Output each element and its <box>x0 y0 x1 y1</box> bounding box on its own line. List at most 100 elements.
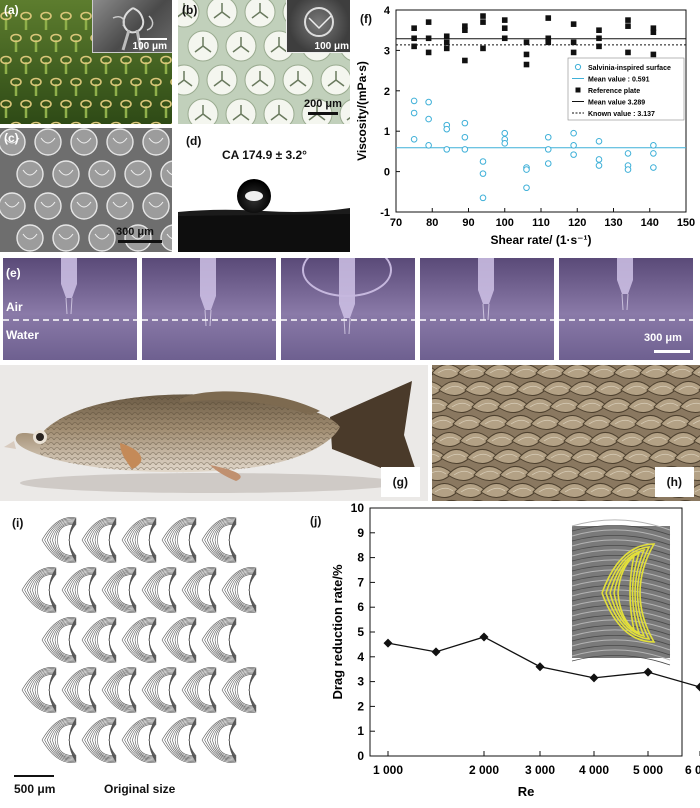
bionic-scale-unit <box>121 517 157 563</box>
sem-inset-image <box>571 519 671 666</box>
air-water-frames <box>3 258 693 360</box>
panel-a-salvinia-photo: (a) 100 μm <box>0 0 172 124</box>
drag-reduction-line-svg: 0 1 2 3 4 5 6 7 8 9 10 1 000 2 000 3 000 4 000 5 000 6 0… <box>330 501 700 799</box>
y-tick-label: 6 <box>357 600 364 614</box>
panel-i-scalebar <box>14 775 54 777</box>
sem-array-image <box>0 128 172 252</box>
x-tick-label: 90 <box>462 217 474 229</box>
y-tick-label: 0 <box>384 167 390 179</box>
y-axis-label: Viscosity/(mPa·s) <box>355 61 369 161</box>
panel-c-sem-array: (c) 300 μm <box>0 128 172 252</box>
reference-point <box>462 23 468 29</box>
panel-d-contact-angle: (d) CA 174.9 ± 3.2° <box>178 128 350 252</box>
x-tick-label: 2 000 <box>469 763 499 777</box>
reference-point <box>501 35 508 42</box>
y-axis-label: Drag reduction rate/% <box>330 564 345 700</box>
bionic-scale-unit <box>221 667 257 713</box>
legend-entry: Known value : 3.137 <box>588 111 655 118</box>
air-water-frame <box>281 258 415 360</box>
bionic-scale-unit <box>21 667 57 713</box>
reference-point <box>523 51 530 58</box>
legend-marker <box>574 63 582 71</box>
reference-point <box>462 57 468 64</box>
reference-point <box>411 43 417 50</box>
bionic-scale-unit <box>121 717 157 763</box>
reference-point <box>570 49 577 56</box>
salvinia-point <box>624 166 632 173</box>
panel-g-fish-photo: (g) <box>0 365 428 501</box>
panel-c-scalebar-line <box>118 240 162 243</box>
salvinia-point <box>650 164 657 171</box>
reference-point <box>411 35 417 42</box>
salvinia-point <box>501 129 509 137</box>
x-axis-label: Re <box>518 784 535 799</box>
salvinia-point <box>425 142 432 149</box>
x-tick-label: 80 <box>426 217 438 229</box>
data-point <box>479 632 489 642</box>
y-tick-label: 4 <box>357 650 364 664</box>
x-tick-label: 70 <box>390 217 402 229</box>
y-tick-label: 10 <box>351 501 365 515</box>
bionic-scale-unit <box>201 617 237 663</box>
y-tick-label: 1 <box>357 724 364 738</box>
panel-j-drag-reduction-chart: 0 1 2 3 4 5 6 7 8 9 10 1 000 2 000 3 000 4 000 5 000 6 0… <box>290 500 700 808</box>
x-tick-label: 4 000 <box>579 763 609 777</box>
y-tick-label: 1 <box>384 126 390 138</box>
x-tick-label: 3 000 <box>525 763 555 777</box>
bionic-scale-unit <box>201 717 237 763</box>
bionic-scale-unit <box>181 667 217 713</box>
bionic-scale-unit <box>41 617 77 663</box>
salvinia-point <box>410 97 418 105</box>
bionic-scale-unit <box>201 517 237 563</box>
bionic-scale-unit <box>61 667 97 713</box>
legend-entry: Mean value : 0.591 <box>588 77 650 84</box>
panel-b-inset-scale-text: 100 μm <box>314 41 349 52</box>
panel-b-scale-text: 200 μm <box>304 98 342 110</box>
bionic-scale-unit <box>161 617 197 663</box>
x-tick-label: 1 000 <box>373 763 403 777</box>
panel-b-sem-inset: 100 μm <box>286 0 350 53</box>
salvinia-point <box>479 170 487 177</box>
salvinia-point <box>443 125 451 133</box>
salvinia-point <box>523 166 530 173</box>
reference-point <box>480 45 486 52</box>
air-text: Air <box>6 300 23 314</box>
reference-point <box>425 49 432 56</box>
panel-e-scalebar <box>654 350 690 353</box>
salvinia-point <box>624 150 632 157</box>
reference-point <box>545 39 552 46</box>
panel-g-label-box: (g) <box>380 467 420 497</box>
reference-point <box>425 35 432 42</box>
legend-box <box>567 57 685 121</box>
panel-i-scale-text: 500 μm <box>14 782 56 796</box>
legend-marker <box>575 87 581 93</box>
panel-c-label: (c) <box>4 131 19 145</box>
reference-point <box>570 21 577 27</box>
bionic-scale-unit <box>81 517 117 563</box>
bionic-scale-unit <box>141 567 177 613</box>
salvinia-point <box>570 142 577 149</box>
panel-d-label-outside: (d) <box>186 134 202 148</box>
data-point <box>431 647 441 657</box>
salvinia-point <box>650 142 657 149</box>
fish-scales-image <box>432 365 700 501</box>
reference-point <box>443 33 450 40</box>
panel-i-label: (i) <box>12 516 24 530</box>
panel-h-label-box: (h) <box>654 467 694 497</box>
reference-point <box>425 19 432 25</box>
panel-g-label: (g) <box>392 475 408 489</box>
data-point <box>383 638 393 648</box>
water-droplet-image <box>178 179 350 252</box>
original-size-caption: Original size <box>104 782 176 796</box>
bionic-scale-unit <box>181 567 217 613</box>
reference-point <box>523 39 530 46</box>
y-tick-label: 9 <box>357 526 364 540</box>
salvinia-point <box>443 146 451 153</box>
x-tick-label: 150 <box>677 217 695 229</box>
reference-point <box>650 51 657 58</box>
panel-b-microscope-photo: (b) 100 μm 200 μm <box>178 0 350 124</box>
y-tick-label: 4 <box>384 5 391 17</box>
x-axis-label: Shear rate/ (1·s⁻¹) <box>490 233 591 247</box>
data-point <box>589 673 599 683</box>
salvinia-point <box>570 151 577 158</box>
